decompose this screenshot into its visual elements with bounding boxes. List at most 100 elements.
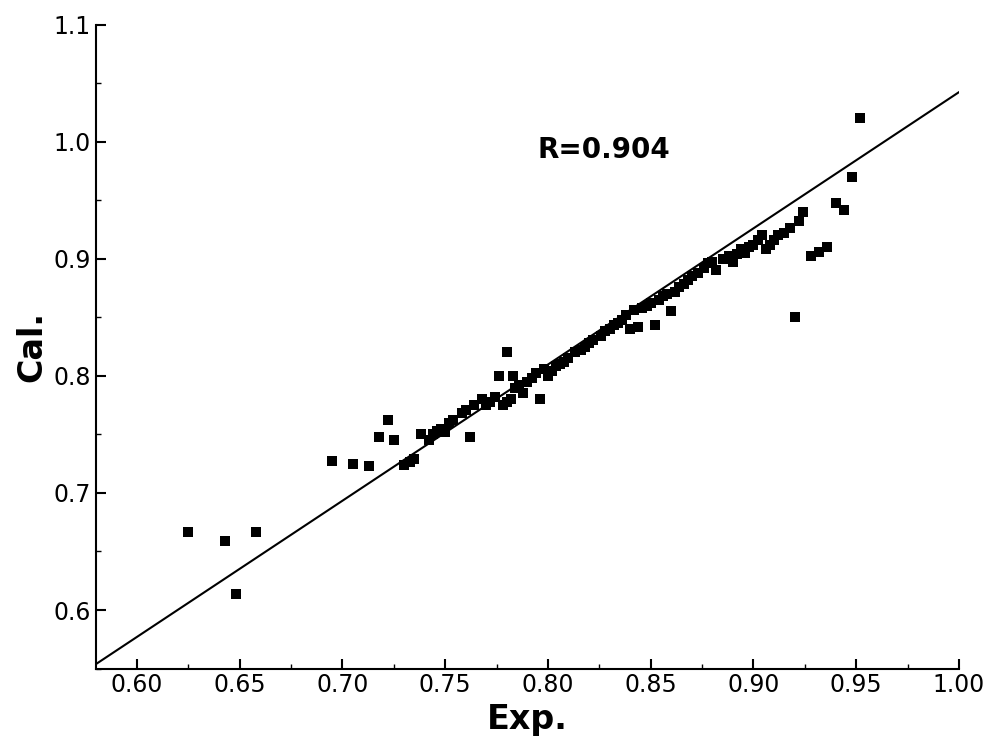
Point [700, 258, 716, 270]
Point [754, 229, 770, 241]
Point [610, 317, 626, 329]
Point [581, 337, 597, 349]
Point [622, 323, 638, 335]
Point [803, 250, 819, 262]
Point [776, 227, 792, 239]
Point [441, 417, 457, 429]
Point [217, 535, 233, 547]
Point [745, 239, 761, 251]
Text: R=0.904: R=0.904 [538, 136, 670, 164]
Point [671, 281, 687, 293]
Point [733, 243, 749, 255]
Point [544, 365, 560, 377]
Point [639, 300, 655, 312]
Point [548, 360, 564, 372]
Point [828, 197, 844, 209]
Point [634, 302, 650, 314]
Point [729, 248, 745, 260]
Point [491, 369, 507, 382]
Point [458, 404, 474, 416]
Point [663, 306, 679, 318]
Point [499, 396, 515, 408]
Point [573, 344, 589, 356]
Point [406, 453, 422, 465]
Point [795, 206, 811, 218]
Point [577, 340, 593, 352]
Point [758, 243, 774, 255]
Point [690, 267, 706, 279]
Point [725, 256, 741, 268]
Point [741, 241, 757, 253]
Point [626, 304, 642, 316]
Point [852, 112, 868, 124]
Point [567, 346, 583, 358]
Point [429, 425, 445, 437]
Point [437, 426, 453, 438]
Point [433, 423, 449, 435]
Point [421, 434, 437, 446]
Point [606, 319, 622, 331]
Point [505, 369, 521, 382]
Point [659, 288, 675, 300]
Point [478, 399, 494, 411]
Point [474, 394, 490, 406]
Point [228, 587, 244, 599]
Point [643, 297, 659, 309]
Point [556, 356, 572, 368]
Point [380, 415, 396, 427]
Point [676, 279, 692, 291]
Point [466, 399, 482, 411]
Point [560, 352, 576, 364]
Point [602, 323, 618, 335]
Point [402, 457, 418, 469]
Point [511, 379, 527, 391]
Point [482, 396, 498, 408]
Point [696, 262, 712, 274]
Point [630, 321, 646, 333]
Point [655, 290, 671, 302]
Point [413, 428, 429, 440]
Point [507, 382, 523, 394]
Point [540, 369, 556, 382]
Point [396, 459, 412, 471]
Point [651, 294, 667, 306]
Point [811, 246, 827, 258]
Point [667, 285, 683, 297]
Point [345, 457, 361, 469]
Y-axis label: Cal.: Cal. [15, 311, 48, 382]
Point [647, 319, 663, 331]
Point [721, 250, 737, 262]
Point [180, 526, 196, 538]
Point [787, 311, 803, 323]
Point [597, 325, 613, 337]
Point [614, 314, 630, 326]
X-axis label: Exp.: Exp. [487, 703, 568, 736]
Point [737, 247, 753, 259]
Point [371, 431, 387, 443]
Point [836, 204, 852, 216]
Point [750, 234, 766, 246]
Point [766, 234, 782, 246]
Point [791, 216, 807, 228]
Point [515, 388, 531, 400]
Point [462, 431, 478, 443]
Point [524, 372, 540, 385]
Point [715, 252, 731, 264]
Point [248, 526, 264, 538]
Point [324, 455, 340, 467]
Point [499, 346, 515, 358]
Point [782, 222, 798, 234]
Point [386, 434, 402, 446]
Point [552, 358, 568, 370]
Point [770, 229, 786, 241]
Point [585, 333, 601, 345]
Point [528, 367, 544, 379]
Point [819, 241, 835, 253]
Point [487, 391, 503, 403]
Point [684, 270, 700, 282]
Point [536, 363, 552, 375]
Point [680, 274, 696, 286]
Point [519, 376, 535, 388]
Point [425, 428, 441, 440]
Point [708, 264, 724, 276]
